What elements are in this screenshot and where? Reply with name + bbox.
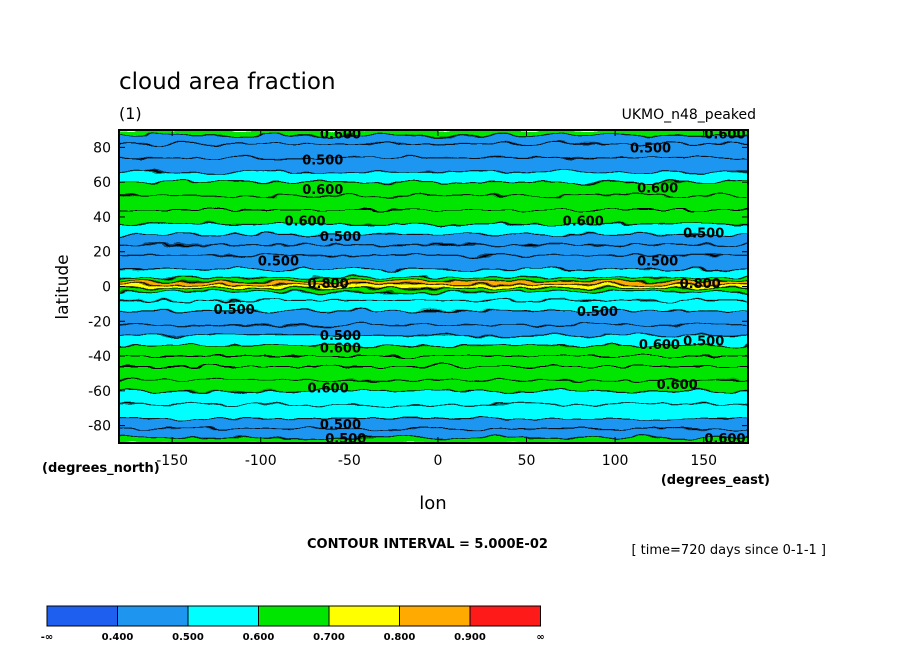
- contour-band: [119, 404, 748, 420]
- contour-band: [119, 277, 748, 282]
- contour-band: [119, 182, 748, 197]
- y-tick-label: -80: [88, 419, 111, 435]
- contour-label: 0.500: [320, 329, 361, 344]
- colorbar-label: -∞: [41, 632, 53, 643]
- contour-band: [119, 310, 748, 326]
- contour-label: 0.500: [630, 141, 671, 156]
- contour-band: [119, 437, 748, 443]
- contour-label: 0.600: [704, 432, 745, 447]
- plot-area: 0.6000.5000.6000.6000.5000.5000.8000.500…: [119, 127, 748, 447]
- contour-band: [119, 209, 748, 225]
- contour-band: [119, 281, 748, 286]
- colorbar-swatch: [117, 605, 189, 627]
- contour-band: [119, 291, 748, 301]
- contour-band: [119, 345, 748, 357]
- contour-label: 0.600: [308, 381, 349, 396]
- y-unit-label: (degrees_north): [42, 461, 160, 476]
- colorbar-label: ∞: [536, 632, 544, 643]
- contour-band: [119, 223, 748, 235]
- chart-title: cloud area fraction: [119, 69, 336, 95]
- contour-band: [119, 269, 748, 279]
- contour-band: [119, 157, 748, 173]
- x-tick-label: 150: [690, 453, 717, 469]
- colorbar-label: 0.900: [454, 632, 486, 643]
- x-axis-label: lon: [419, 493, 446, 514]
- model-label: UKMO_n48_peaked: [622, 107, 756, 123]
- colorbar: -∞ 0.400 0.500 0.600 0.700 0.800 0.900 ∞: [41, 605, 545, 643]
- contour-label: 0.600: [563, 214, 604, 229]
- contour-band: [119, 244, 748, 256]
- contour-band: [119, 196, 748, 211]
- contour-band: [119, 380, 748, 392]
- colorbar-label: 0.400: [102, 632, 134, 643]
- y-tick-label: -40: [88, 349, 111, 365]
- contour-band: [119, 335, 748, 347]
- contour-label: 0.500: [325, 432, 366, 447]
- contour-interval-text: CONTOUR INTERVAL = 5.000E-02: [307, 537, 548, 552]
- y-tick-label: 0: [102, 280, 111, 296]
- contour-band: [119, 390, 748, 406]
- contour-band: [119, 234, 748, 246]
- contour-label: 0.600: [302, 183, 343, 198]
- contour-label: 0.500: [320, 418, 361, 433]
- contour-band: [119, 143, 748, 159]
- contour-band: [119, 171, 748, 183]
- contour-label: 0.500: [683, 227, 724, 242]
- contour-label: 0.500: [683, 334, 724, 349]
- contour-band: [119, 284, 748, 289]
- x-tick-label: -100: [245, 453, 277, 469]
- time-text: [ time=720 days since 0-1-1 ]: [631, 543, 826, 558]
- contour-band: [119, 135, 748, 145]
- contour-band: [119, 288, 748, 293]
- y-tick-label: 60: [93, 175, 111, 191]
- y-tick-label: 20: [93, 245, 111, 261]
- contour-label: 0.500: [302, 154, 343, 169]
- y-tick-label: 40: [93, 210, 111, 226]
- contour-band: [119, 418, 748, 430]
- contour-label: 0.500: [214, 303, 255, 318]
- contour-label: 0.800: [680, 277, 721, 292]
- contour-label: 0.600: [320, 127, 361, 142]
- units-label: (1): [119, 104, 142, 123]
- x-tick-label: 50: [518, 453, 536, 469]
- contour-label: 0.800: [308, 277, 349, 292]
- contour-label: 0.500: [637, 254, 678, 269]
- contour-label: 0.600: [320, 341, 361, 356]
- contour-label: 0.500: [258, 254, 299, 269]
- colorbar-swatch: [399, 605, 471, 627]
- y-axis-label: latitude: [53, 254, 73, 319]
- contour-band: [119, 356, 748, 367]
- contour-band: [119, 255, 748, 270]
- contour-label: 0.600: [639, 338, 680, 353]
- colorbar-swatch: [328, 605, 400, 627]
- colorbar-swatch: [187, 605, 259, 627]
- contour-band: [119, 366, 748, 381]
- contour-label: 0.600: [657, 378, 698, 393]
- contour-band: [119, 324, 748, 336]
- contour-label: 0.500: [320, 230, 361, 245]
- contour-label: 0.600: [704, 127, 745, 142]
- x-tick-label: 100: [602, 453, 629, 469]
- colorbar-swatch: [469, 605, 541, 627]
- contour-band: [119, 300, 748, 312]
- x-unit-label: (degrees_east): [661, 473, 770, 488]
- contour-band: [119, 130, 748, 136]
- colorbar-label: 0.800: [384, 632, 416, 643]
- colorbar-swatch: [46, 605, 118, 627]
- contour-label: 0.500: [577, 305, 618, 320]
- x-tick-label: -50: [338, 453, 361, 469]
- contour-band: [119, 429, 748, 439]
- colorbar-swatch: [258, 605, 330, 627]
- y-tick-label: -20: [88, 314, 111, 330]
- colorbar-label: 0.600: [243, 632, 275, 643]
- colorbar-label: 0.700: [313, 632, 345, 643]
- x-tick-label: -150: [156, 453, 188, 469]
- y-tick-label: 80: [93, 140, 111, 156]
- y-tick-label: -60: [88, 384, 111, 400]
- contour-label: 0.600: [637, 181, 678, 196]
- x-tick-label: 0: [433, 453, 442, 469]
- contour-label: 0.600: [284, 214, 325, 229]
- colorbar-label: 0.500: [172, 632, 204, 643]
